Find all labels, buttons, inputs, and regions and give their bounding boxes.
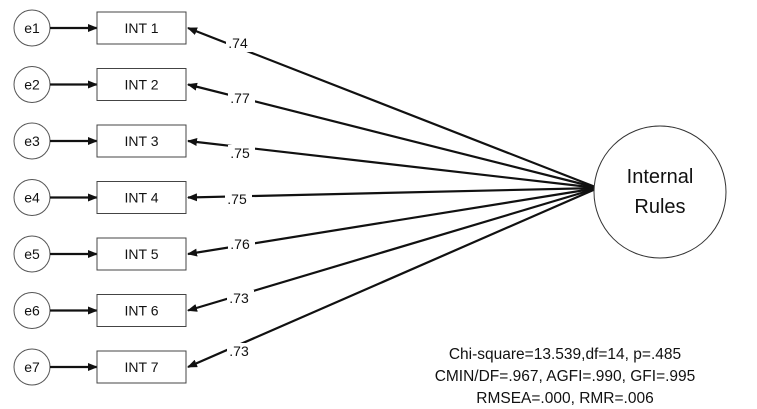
fit-indices: Chi-square=13.539,df=14, p=.485 CMIN/DF=… (435, 346, 696, 407)
indicator-box-2 (96, 68, 187, 101)
indicator-label-4: INT 4 (125, 190, 159, 206)
error-term-label-5: e5 (24, 246, 40, 262)
indicator-label-3: INT 3 (125, 133, 159, 149)
indicator-label-2: INT 2 (125, 77, 159, 93)
loading-label-bg-7 (227, 343, 254, 360)
indicator-box-7 (96, 350, 187, 384)
indicator-row-6: e6 INT 6 .73 (13, 186, 599, 329)
loading-label-2: .77 (230, 90, 250, 106)
error-term-label-3: e3 (24, 133, 40, 149)
error-term-label-1: e1 (24, 20, 40, 36)
indicator-label-6: INT 6 (125, 303, 159, 319)
indicator-label-5: INT 5 (125, 246, 159, 262)
latent-factor-label-line2: Rules (634, 196, 685, 218)
loading-label-bg-2 (228, 90, 255, 107)
loading-label-1: .74 (228, 35, 248, 51)
loading-path-4 (187, 186, 599, 202)
indicator-box-6 (96, 294, 187, 327)
indicator-row-4: e4 INT 4 .75 (13, 179, 599, 216)
loading-path-5 (187, 186, 599, 257)
loading-path-2 (187, 82, 599, 190)
loading-label-bg-5 (228, 236, 255, 253)
indicator-box-3 (96, 124, 187, 158)
loading-path-3 (187, 138, 599, 190)
loading-path-7 (187, 186, 599, 369)
fit-indices-line3: RMSEA=.000, RMR=.006 (476, 390, 653, 407)
loading-label-bg-4 (225, 191, 252, 208)
latent-factor-circle (593, 125, 727, 259)
loading-path-6 (187, 186, 599, 312)
loading-label-bg-6 (227, 290, 254, 307)
indicator-label-1: INT 1 (125, 20, 159, 36)
error-term-label-6: e6 (24, 303, 40, 319)
indicator-row-7: e7 INT 7 .73 (13, 186, 599, 386)
loading-label-3: .75 (230, 145, 250, 161)
error-term-label-7: e7 (24, 359, 40, 375)
indicator-rows: e1 INT 1 .74 e2 INT 2 .77 e3 INT 3 .75 e4 INT 4 .75… (13, 9, 599, 386)
indicator-row-2: e2 INT 2 .77 (13, 66, 599, 190)
loading-path-1 (187, 26, 599, 190)
loading-label-bg-3 (228, 145, 255, 162)
indicator-box-4 (96, 181, 187, 214)
indicator-row-3: e3 INT 3 .75 (13, 122, 599, 190)
error-term-label-4: e4 (24, 190, 40, 206)
loading-label-6: .73 (229, 290, 249, 306)
loading-label-bg-1 (226, 35, 253, 52)
error-term-label-2: e2 (24, 77, 40, 93)
loading-label-7: .73 (229, 343, 249, 359)
indicator-box-5 (96, 237, 187, 271)
indicator-row-5: e5 INT 5 .76 (13, 186, 599, 273)
fit-indices-line1: Chi-square=13.539,df=14, p=.485 (449, 346, 681, 363)
loading-label-4: .75 (227, 191, 247, 207)
indicator-box-1 (96, 11, 187, 45)
latent-factor-label-line1: Internal (627, 166, 694, 188)
indicator-row-1: e1 INT 1 .74 (13, 9, 599, 190)
loading-label-5: .76 (230, 236, 250, 252)
indicator-label-7: INT 7 (125, 359, 159, 375)
fit-indices-line2: CMIN/DF=.967, AGFI=.990, GFI=.995 (435, 368, 696, 385)
latent-factor: Internal Rules (593, 125, 727, 259)
